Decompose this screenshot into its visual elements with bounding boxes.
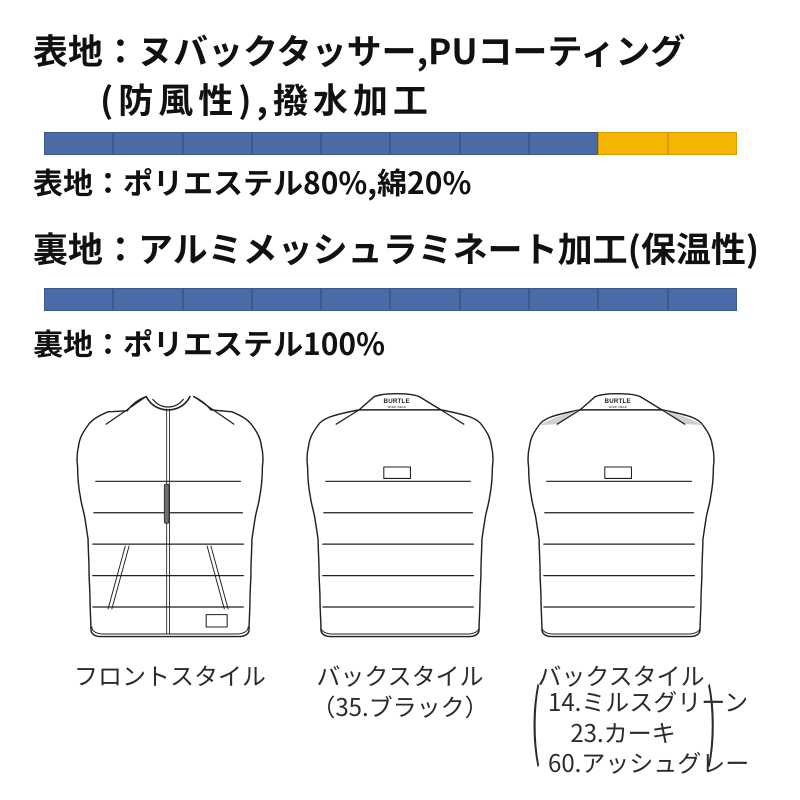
svg-text:WORK WEAR: WORK WEAR bbox=[609, 405, 627, 409]
svg-text:WORK WEAR: WORK WEAR bbox=[388, 405, 406, 409]
